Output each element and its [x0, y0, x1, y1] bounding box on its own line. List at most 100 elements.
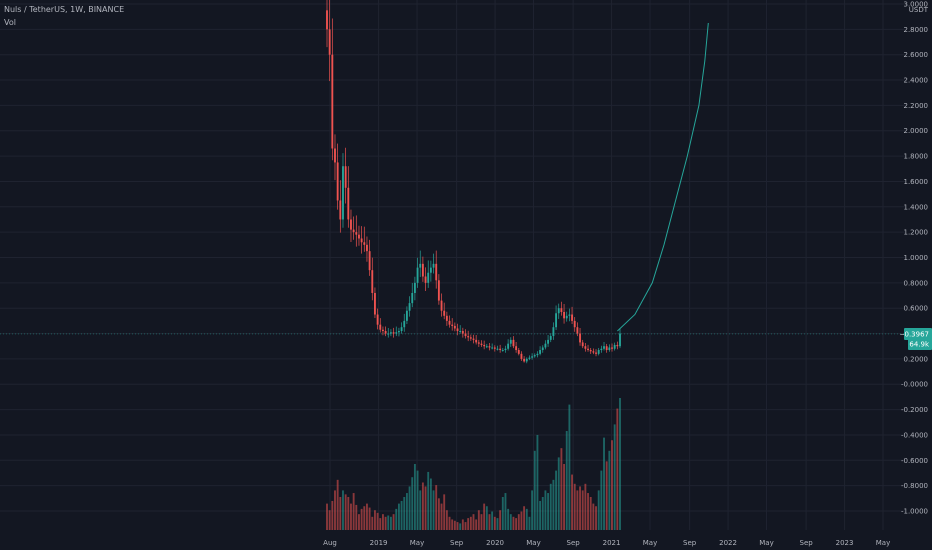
volume-bar [517, 514, 520, 530]
volume-bar [493, 516, 496, 530]
volume-bar [509, 514, 512, 530]
projection-curve [617, 22, 709, 332]
candle-body [334, 148, 336, 163]
volume-bar [501, 497, 504, 530]
candle-body [517, 350, 520, 354]
volume-bar [347, 497, 350, 530]
candle-body [589, 350, 592, 352]
volume-bar [523, 506, 526, 530]
volume-bar [461, 519, 464, 530]
volume-bar [488, 514, 491, 530]
time-axis-label: Sep [800, 539, 814, 547]
candle-body [520, 353, 523, 359]
candle-body [595, 352, 597, 354]
candle-body [352, 229, 355, 233]
candle-body [331, 54, 334, 149]
candle-body [336, 162, 339, 201]
volume-bar [472, 514, 475, 530]
price-axis-label: -1.0000 [901, 507, 928, 515]
time-axis[interactable]: Aug 2019 May Sep 2020 May Sep 2021 May Sep 2022 May… [323, 539, 890, 547]
volume-bar [405, 493, 408, 530]
price-axis-label: 1.0000 [904, 254, 929, 262]
candle-body [363, 242, 366, 245]
candle-body [424, 276, 427, 283]
candle-body [448, 320, 451, 325]
volume-bar [368, 507, 371, 530]
candle-body [339, 200, 342, 220]
candle-body [435, 263, 438, 281]
candle-body [499, 348, 502, 351]
volume-bar [480, 514, 483, 530]
volume-bar [475, 519, 478, 530]
price-axis-label: 0.6000 [904, 305, 929, 313]
volume-bar [374, 510, 376, 530]
candle-body [395, 332, 398, 334]
volume-bar [440, 503, 443, 530]
candle-body [416, 267, 419, 283]
price-axis[interactable]: 3.0000 2.8000 2.6000 2.4000 2.2000 2.0000 1.80… [901, 1, 929, 516]
candle-body [525, 358, 528, 362]
candle-body [555, 313, 558, 328]
candle-body [616, 344, 619, 347]
volume-bar [552, 479, 555, 530]
candle-body [387, 333, 390, 335]
candle-body [531, 356, 534, 358]
candle-body [342, 166, 344, 220]
candle-body [413, 282, 416, 293]
volume-bar [366, 503, 368, 530]
volume-bar [464, 522, 467, 530]
candle-body [368, 251, 371, 271]
candle-body [600, 348, 603, 351]
candle-body [611, 347, 613, 349]
price-axis-label: 2.0000 [904, 127, 929, 135]
candle-body [389, 332, 392, 334]
volume-bar [603, 437, 605, 530]
candle-body [512, 339, 515, 347]
volume-bar [459, 523, 462, 530]
volume-bar [499, 510, 502, 530]
volume-bar [424, 486, 427, 530]
candle-body [579, 333, 581, 343]
price-axis-label: -0.2000 [901, 406, 928, 414]
candle-body [358, 234, 360, 239]
volume-bar [387, 515, 390, 530]
candle-body [326, 10, 328, 30]
volume-bar [435, 485, 438, 530]
time-axis-label: May [759, 539, 773, 547]
volume-bar [392, 514, 395, 530]
volume-bar [549, 483, 552, 530]
volume-bar [421, 482, 424, 530]
volume-bar [525, 508, 528, 530]
volume-bar [477, 510, 480, 530]
candle-body [328, 29, 331, 55]
volume-bar [408, 486, 411, 530]
volume-indicator-label: Vol [4, 18, 16, 27]
volume-bar [613, 424, 616, 530]
volume-bar [536, 434, 539, 530]
volume-tag-text: 64.9k [909, 340, 930, 348]
candle-body [347, 187, 350, 220]
candle-body [461, 331, 464, 334]
candle-body [376, 314, 379, 325]
volume-bar [531, 490, 534, 530]
time-axis-label: 2021 [603, 539, 621, 547]
volume-bar [581, 490, 584, 530]
candle-body [565, 315, 568, 319]
candle-body [443, 310, 446, 316]
time-axis-label: May [643, 539, 657, 547]
candle-body [592, 351, 595, 353]
volume-bar [491, 511, 494, 530]
candle-body [501, 350, 504, 352]
price-axis-label: 1.4000 [904, 203, 929, 211]
volume-bar [611, 440, 613, 530]
candle-body [440, 300, 443, 311]
time-axis-label: Sep [683, 539, 697, 547]
volume-bar [595, 506, 597, 530]
volume-bar [515, 518, 518, 530]
volume-bar [563, 464, 565, 530]
candle-body [539, 350, 542, 354]
candle-body [379, 324, 382, 330]
candle-body [485, 346, 488, 348]
volume-bar [555, 470, 558, 530]
